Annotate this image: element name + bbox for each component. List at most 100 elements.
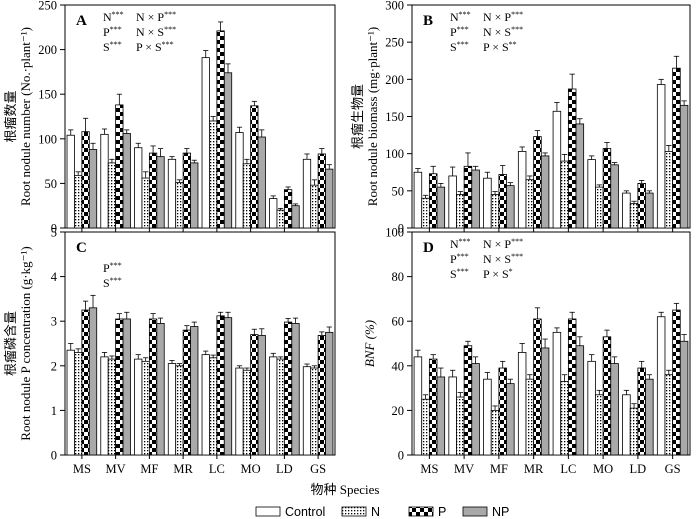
significance-stars: ***: [457, 252, 469, 261]
bar-a-mf-np: [156, 156, 165, 229]
bar-a-mo-np: [257, 136, 266, 229]
bar-a-ld-control: [269, 198, 278, 229]
bar-b-ms-n: [421, 197, 430, 229]
bar-b-ld-np: [645, 192, 654, 229]
bar-d-mo-control: [587, 360, 596, 456]
bar-c-gs-p: [317, 335, 326, 456]
bar-a-ms-n: [74, 174, 83, 229]
panel-b-effect-label: N × S***: [483, 25, 523, 39]
significance-stars: ***: [110, 276, 122, 285]
panel-c-ytick-label: 5: [51, 226, 57, 240]
bar-b-mo-control: [587, 159, 596, 229]
effect-term: P × S: [136, 40, 162, 54]
bar-c-gs-np: [325, 331, 334, 456]
bar-a-mv-n: [107, 162, 117, 229]
bar-a-ms-control: [66, 134, 75, 229]
panel-a-ytick-label: 0: [51, 222, 57, 236]
bar-c-mr-n: [175, 365, 184, 456]
bar-a-gs-control: [302, 158, 312, 229]
panel-b-ytick-label: 300: [385, 0, 404, 13]
effect-term: P: [450, 252, 457, 266]
panel-c-xtick-label: MR: [173, 462, 193, 476]
bar-a-lc-np: [223, 72, 233, 229]
panel-c-ytick-label: 3: [51, 315, 57, 329]
effect-term: P: [103, 261, 110, 275]
panel-d-effect-label: P***: [450, 252, 469, 266]
panel-d-xtick-label: LC: [560, 462, 576, 476]
bar-b-mr-np: [540, 155, 550, 229]
panel-c-xtick-label: LC: [209, 462, 225, 476]
panel-b-ytick-label: 150: [385, 110, 404, 124]
bar-a-mr-n: [175, 182, 184, 229]
effect-term: N: [450, 237, 459, 251]
panel-d-ytick-label: 80: [392, 270, 405, 284]
bar-a-ms-p: [81, 131, 90, 229]
bar-c-mv-np: [122, 318, 131, 456]
panel-b-effect-label: N***: [450, 10, 471, 24]
panel-b-ylabel: Root nodule biomass (mg·plant⁻¹): [365, 27, 380, 206]
panel-d-ytick-label: 0: [398, 449, 404, 463]
significance-stars: ***: [164, 10, 176, 19]
bar-c-gs-n: [310, 367, 319, 456]
panel-c-xtick-label: GS: [310, 462, 326, 476]
bar-c-gs-control: [302, 366, 312, 456]
effect-term: N × S: [483, 25, 511, 39]
bar-d-mv-np: [471, 363, 480, 456]
bar-c-mo-p: [250, 334, 259, 456]
bar-a-ld-p: [283, 189, 293, 229]
bar-c-mo-control: [235, 367, 244, 456]
panel-d-frame: [411, 231, 691, 456]
panel-d-xtick-label: MR: [524, 462, 544, 476]
legend-label-n: N: [371, 505, 380, 519]
bar-b-mo-p: [602, 148, 612, 229]
panel-b-ytick-label: 200: [385, 73, 404, 87]
bar-a-gs-np: [325, 168, 334, 229]
effect-term: N × S: [136, 25, 164, 39]
panel-d-xtick-label: MF: [490, 462, 508, 476]
bar-b-lc-np: [575, 123, 585, 229]
bar-b-gs-p: [672, 67, 681, 229]
bar-c-ld-p: [283, 321, 293, 456]
bar-d-mr-control: [517, 352, 527, 456]
bar-a-mr-np: [190, 162, 199, 229]
bar-d-mr-p: [533, 318, 542, 456]
bar-a-mo-n: [242, 163, 252, 229]
bar-b-mf-np: [506, 185, 515, 229]
panel-a-effect-label: S***: [103, 40, 122, 54]
legend-label-control: Control: [285, 505, 325, 519]
effect-term: N × P: [136, 10, 164, 24]
panel-b-effect-label: P × S**: [483, 40, 517, 54]
panel-d-effect-label: N × P***: [483, 237, 523, 251]
effect-term: P × S: [483, 267, 509, 281]
bar-d-mr-n: [525, 378, 535, 456]
significance-stars: ***: [457, 40, 469, 49]
panel-b-ytick-label: 50: [392, 184, 405, 198]
legend-swatch-n: [341, 506, 367, 517]
bar-d-gs-p: [672, 309, 681, 456]
panel-d-xtick-label: MS: [420, 462, 438, 476]
panel-c-xtick-label: MS: [73, 462, 91, 476]
bar-d-mv-p: [463, 345, 473, 456]
bar-b-mr-control: [517, 151, 527, 229]
significance-stars: ***: [457, 25, 469, 34]
panel-c-effect-label: S***: [103, 276, 122, 290]
bar-d-mv-control: [448, 376, 457, 456]
effect-term: P: [450, 25, 457, 39]
bar-b-ms-p: [428, 173, 438, 229]
panel-b-effect-label: S***: [450, 40, 469, 54]
effect-term: S: [450, 40, 457, 54]
bar-b-gs-control: [656, 84, 666, 229]
panel-d-effect-label: N × S***: [483, 252, 523, 266]
panel-c-xtick-label: LD: [276, 462, 293, 476]
bar-c-mr-np: [190, 326, 199, 456]
bar-a-mo-p: [250, 105, 259, 229]
bar-b-ms-np: [436, 186, 446, 229]
bar-c-mf-np: [156, 323, 165, 456]
bar-d-ms-p: [428, 358, 438, 456]
panel-b-effect-label: N × P***: [483, 10, 523, 24]
panel-d-xtick-label: MO: [593, 462, 613, 476]
panel-a-ylabel: 根瘤数量: [3, 90, 18, 142]
